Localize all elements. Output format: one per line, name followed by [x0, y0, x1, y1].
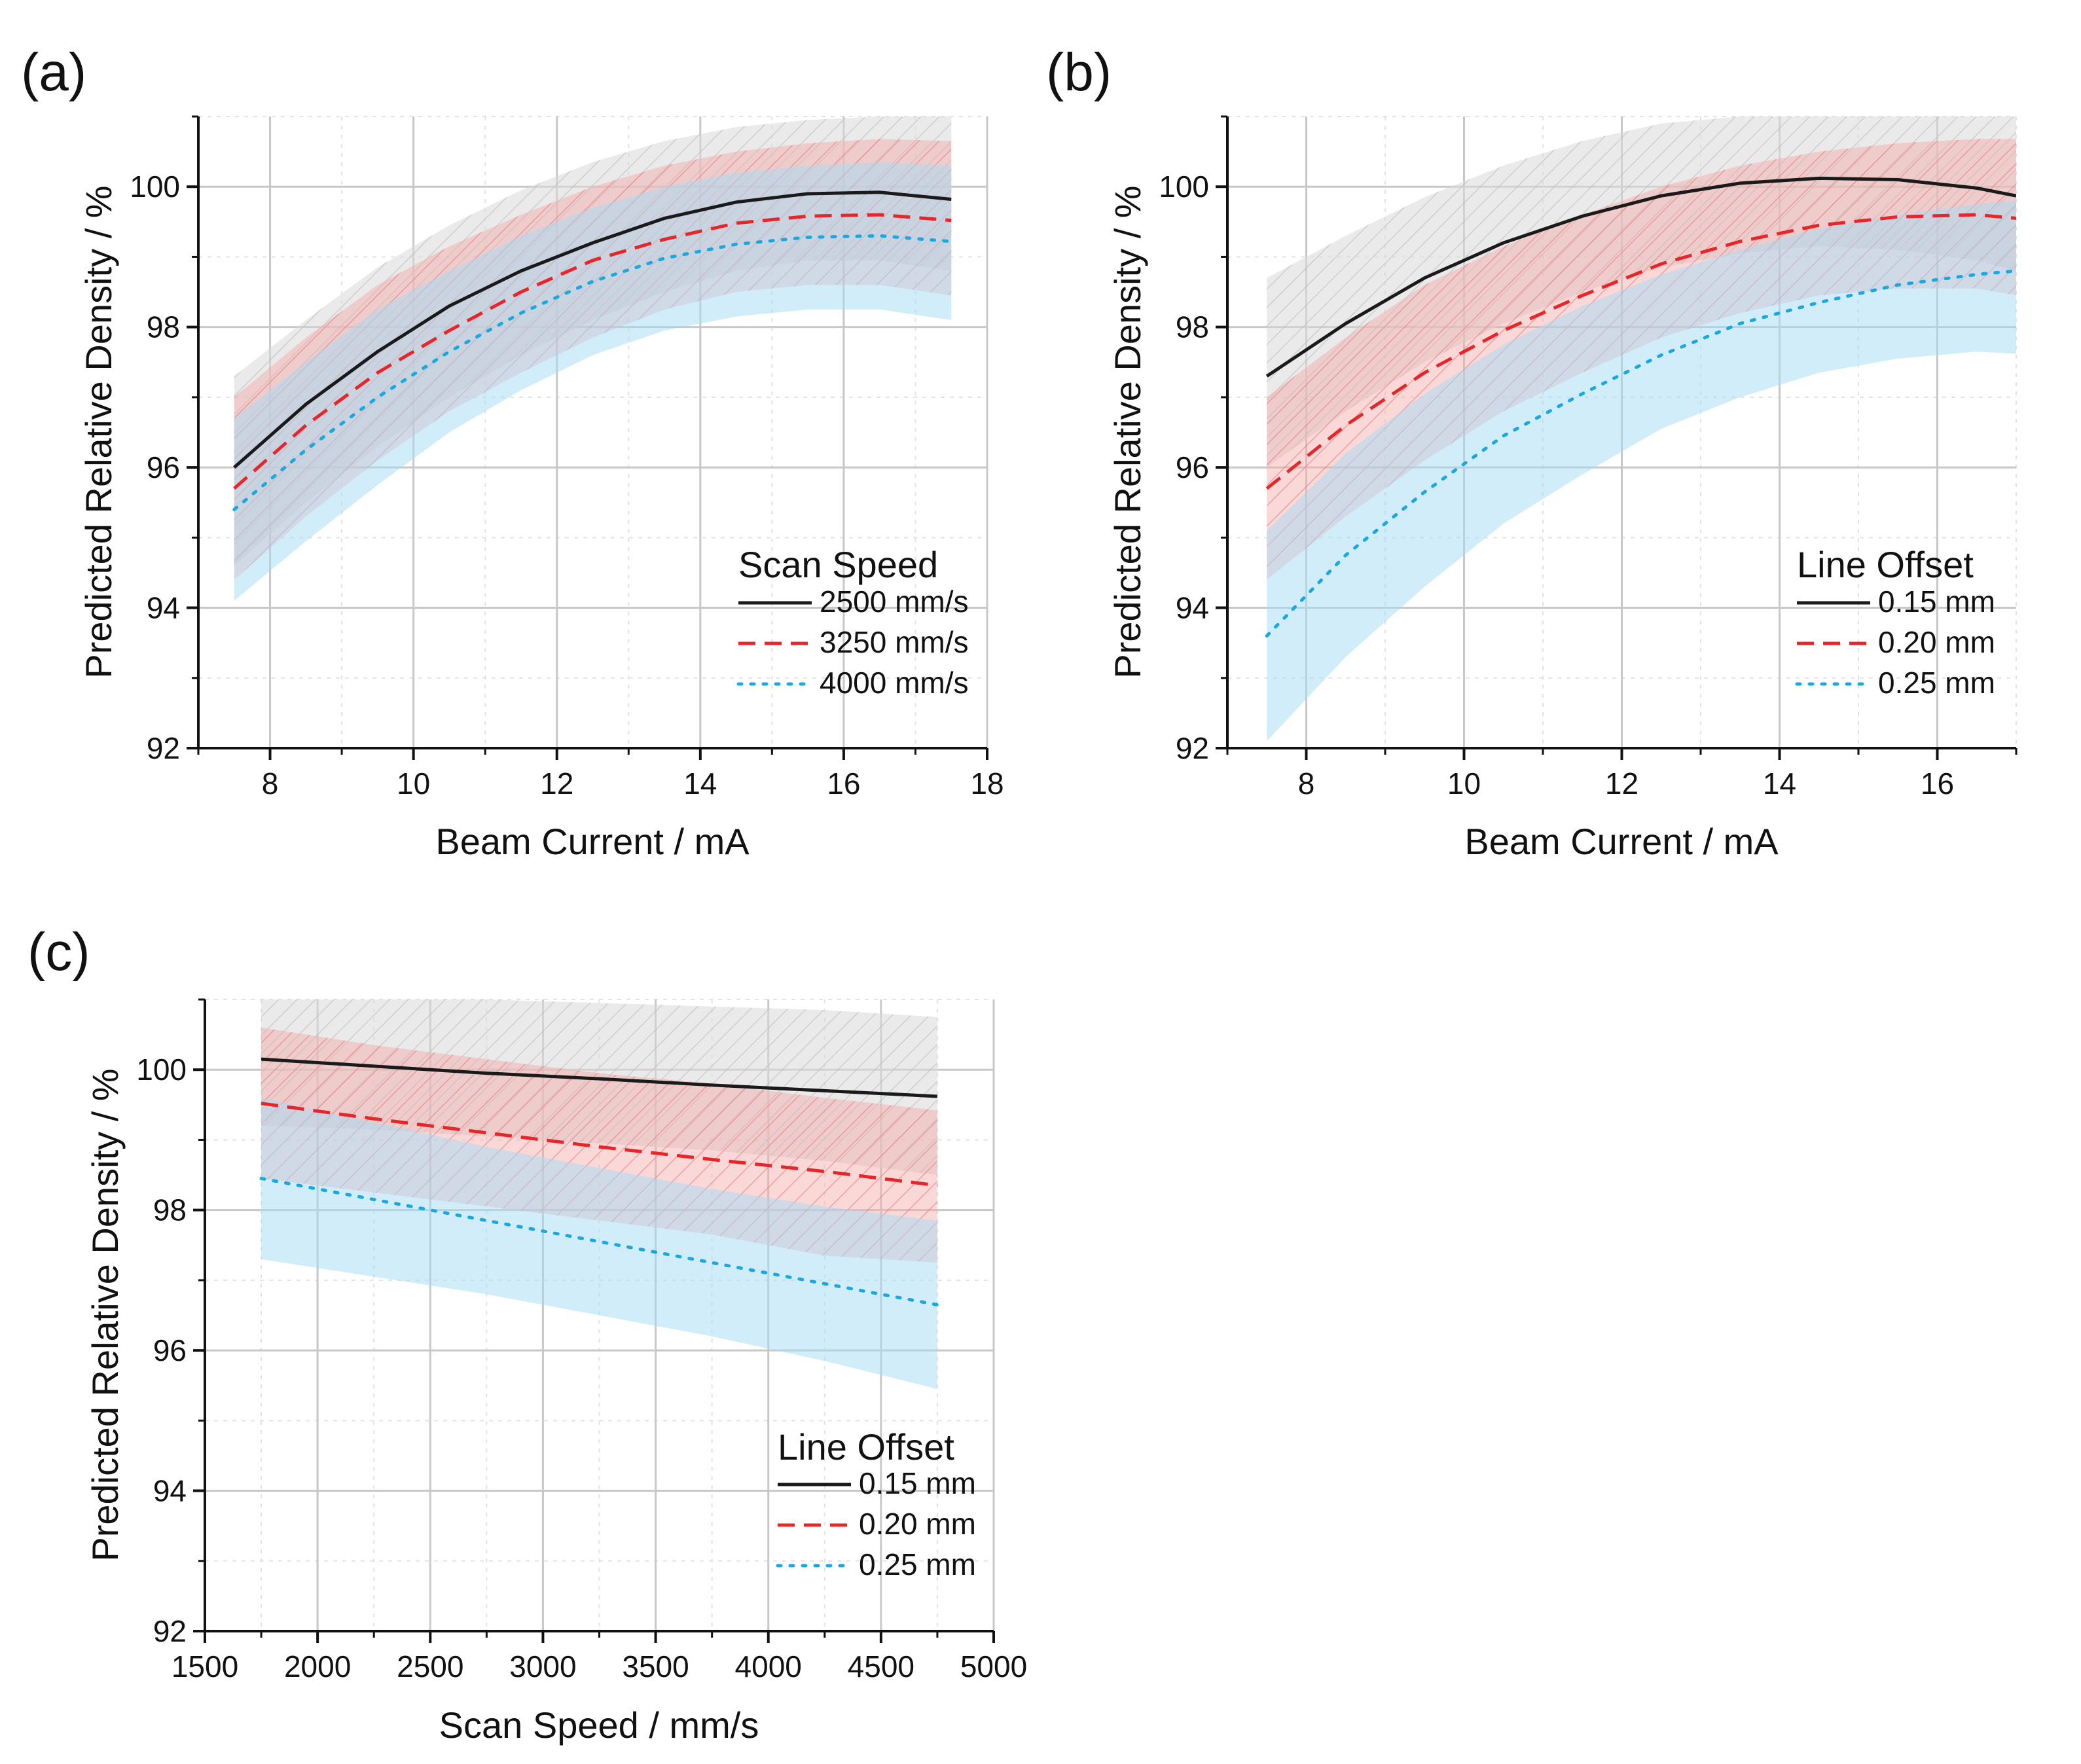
- panel-a-series-lines: [232, 190, 953, 511]
- panel-a-legend-label: 4000 mm/s: [820, 666, 969, 700]
- panel-b-y-tick-label: 98: [1176, 310, 1209, 344]
- panel-b-x-tick-label: 16: [1921, 766, 1954, 801]
- panel-b-legend-label: 0.20 mm: [1878, 625, 1995, 659]
- panel-c-x-tick-label: 2500: [397, 1649, 463, 1683]
- panel-b-x-tick-label: 10: [1447, 766, 1481, 801]
- panel-b-label: (b): [1046, 43, 1112, 102]
- panel-c-band-blue: [261, 1098, 937, 1390]
- panel-b-legend-label: 0.25 mm: [1878, 666, 1995, 700]
- panel-a-x-axis-title: Beam Current / mA: [435, 821, 750, 862]
- panel-a-x-tick-label: 18: [970, 766, 1004, 801]
- panel-a-confidence-bands: [234, 117, 952, 601]
- panel-c-series-lines: [259, 1057, 939, 1306]
- panel-a-series-line-blue: [232, 234, 953, 511]
- panel-b-y-tick-label: 96: [1176, 450, 1209, 484]
- panel-c-x-tick-label: 4000: [735, 1649, 802, 1683]
- panel-b-y-tick-label: 100: [1159, 170, 1209, 204]
- panel-a-series-line-red: [233, 213, 952, 490]
- panel-b-x-tick-label: 8: [1298, 766, 1315, 801]
- panel-b-x-axis-title: Beam Current / mA: [1464, 821, 1779, 862]
- panel-a: (a) 8 10 12 14 16 18 92 94 96 98 100 Beam Current …: [21, 43, 1004, 862]
- panel-a-band-blue: [234, 162, 952, 601]
- panel-c-x-tick-label: 4500: [848, 1649, 914, 1683]
- panel-c-legend-label: 0.20 mm: [859, 1507, 976, 1541]
- panel-b-series-lines: [1265, 176, 2016, 638]
- panel-c-y-tick-label: 100: [136, 1053, 187, 1087]
- panel-a-x-tick-label: 12: [540, 766, 573, 801]
- panel-c-axes: 1500 2000 2500 3000 3500 4000 4500 5000 92 94 96 98…: [136, 998, 1027, 1683]
- panel-b-x-tick-label: 12: [1605, 766, 1638, 801]
- panel-c-x-tick-label: 1500: [172, 1649, 238, 1683]
- panel-b-y-axis-title: Predicted Relative Density / %: [1107, 185, 1148, 678]
- panel-a-x-tick-label: 8: [262, 766, 279, 801]
- panel-b-confidence-bands: [1267, 117, 2016, 742]
- panel-a-series-line-black: [233, 190, 952, 469]
- panel-c-series-line-red: [261, 1102, 938, 1187]
- panel-c-legend-label: 0.25 mm: [859, 1547, 976, 1581]
- panel-a-legend-title: Scan Speed: [738, 544, 938, 585]
- panel-a-x-tick-label: 10: [397, 766, 430, 801]
- panel-b-series-line-blue: [1265, 269, 2016, 638]
- panel-a-x-tick-label: 16: [827, 766, 860, 801]
- panel-c-series-line-blue: [259, 1176, 939, 1306]
- panel-c-x-tick-label: 5000: [960, 1649, 1027, 1683]
- panel-a-y-tick-label: 94: [147, 591, 180, 625]
- panel-b-legend-title: Line Offset: [1797, 544, 1974, 585]
- panel-a-y-tick-label: 96: [147, 450, 180, 484]
- panel-a-y-tick-label: 98: [147, 310, 180, 344]
- panel-a-label: (a): [21, 43, 86, 102]
- panel-c-legend-label: 0.15 mm: [859, 1466, 976, 1500]
- panel-c-series-line-black: [261, 1057, 938, 1098]
- panel-a-y-axis-title: Predicted Relative Density / %: [78, 185, 119, 678]
- panel-c-label: (c): [27, 922, 90, 982]
- panel-a-y-tick-label: 100: [130, 170, 180, 204]
- panel-a-x-tick-label: 14: [683, 766, 717, 801]
- panel-c-legend-title: Line Offset: [778, 1426, 954, 1467]
- panel-c-x-axis-title: Scan Speed / mm/s: [439, 1704, 759, 1746]
- panel-c-y-tick-label: 98: [153, 1193, 187, 1227]
- panel-c-y-axis-title: Predicted Relative Density / %: [84, 1068, 126, 1561]
- panel-b-series-line-black: [1265, 176, 2016, 378]
- panel-c-x-tick-label: 3500: [622, 1649, 689, 1683]
- panel-c-x-tick-label: 2000: [284, 1649, 351, 1683]
- panel-b-band-blue: [1267, 200, 2016, 742]
- panel-c-x-tick-label: 3000: [509, 1649, 576, 1683]
- panel-a-legend-label: 3250 mm/s: [820, 625, 969, 659]
- panel-b-y-tick-label: 94: [1176, 591, 1209, 625]
- panel-c-y-tick-label: 92: [153, 1614, 187, 1648]
- panel-c-y-tick-label: 94: [153, 1474, 187, 1508]
- panel-b-axes: 8 10 12 14 16 92 94 96 98 100: [1159, 115, 2018, 801]
- panel-a-axes: 8 10 12 14 16 18 92 94 96 98 100: [130, 115, 1004, 801]
- panel-a-y-tick-label: 92: [147, 731, 180, 765]
- panel-b: (b) 8 10 12 14 16 92 94 96 98 100 Beam Current / …: [1046, 43, 2018, 862]
- panel-a-legend-label: 2500 mm/s: [820, 585, 969, 619]
- panel-c: (c) 1500 2000 2500 3000 3500 4000 4500 5000 92 94…: [27, 922, 1027, 1746]
- panel-c-y-tick-label: 96: [153, 1333, 187, 1367]
- panel-b-y-tick-label: 92: [1176, 731, 1209, 765]
- panel-c-confidence-bands: [261, 999, 937, 1390]
- panel-b-legend-label: 0.15 mm: [1878, 585, 1995, 619]
- panel-b-x-tick-label: 14: [1763, 766, 1796, 801]
- panel-b-series-line-red: [1265, 213, 2016, 490]
